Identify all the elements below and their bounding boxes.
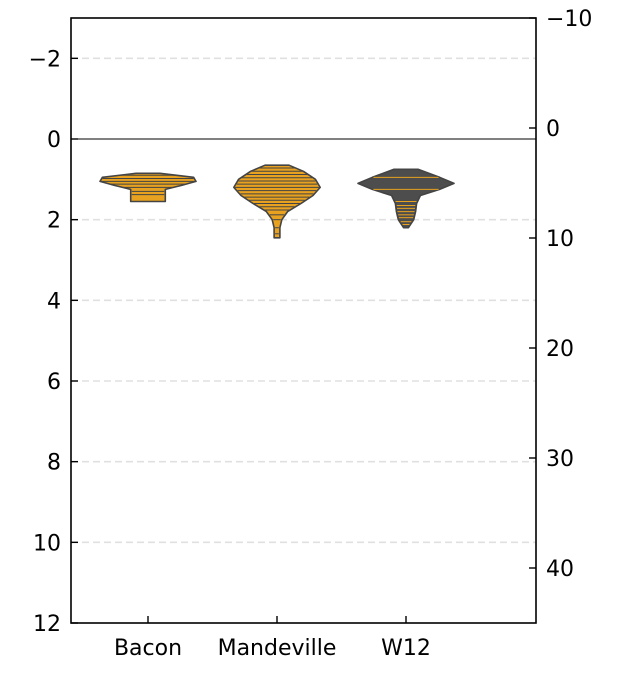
violins	[99, 164, 455, 239]
left-y-tick-label: −2	[29, 47, 61, 72]
violin-body	[233, 164, 321, 239]
left-y-tick-label: 0	[47, 128, 61, 153]
right-y-tick-label: 20	[546, 337, 574, 362]
right-y-tick-label: 40	[546, 557, 574, 582]
left-y-tick-label: 8	[47, 451, 61, 476]
right-y-axis: −10 0 10 20 30 40	[529, 7, 592, 582]
violin-bacon	[99, 172, 197, 203]
plot-frame	[70, 17, 537, 624]
violin-mandeville	[233, 164, 321, 239]
left-y-tick-label: 12	[33, 612, 61, 637]
left-y-tick-label: 4	[47, 289, 61, 314]
grid-lines	[71, 57, 536, 544]
right-y-tick-label: 30	[546, 447, 574, 472]
x-tick-label: Bacon	[114, 636, 182, 661]
left-y-axis: −2 0 2 4 6 8 10 12	[29, 47, 78, 637]
right-y-tick-label: 10	[546, 227, 574, 252]
right-y-tick-label: −10	[546, 7, 592, 32]
violin-w12	[357, 168, 455, 229]
left-y-tick-label: 2	[47, 209, 61, 234]
left-y-tick-label: 10	[33, 531, 61, 556]
x-tick-label: W12	[381, 636, 431, 661]
x-tick-label: Mandeville	[218, 636, 337, 661]
right-y-tick-label: 0	[546, 117, 560, 142]
violin-body	[357, 168, 455, 229]
x-axis: Bacon Mandeville W12	[114, 616, 431, 661]
left-y-tick-label: 6	[47, 370, 61, 395]
